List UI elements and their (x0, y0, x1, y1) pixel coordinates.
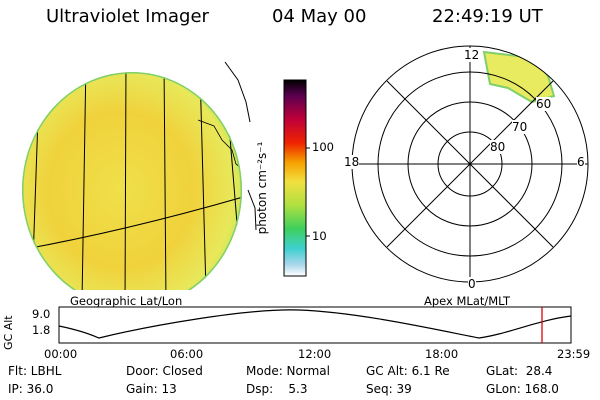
glat-info: GLat: 28.4 (486, 364, 553, 378)
mlat-label-70: 70 (512, 120, 528, 134)
date-label: 04 May 00 (272, 6, 367, 27)
colorbar: photon cm⁻²s⁻¹ (256, 79, 310, 277)
colorbar-unit: photon cm⁻²s⁻¹ (256, 141, 269, 234)
colorbar-gradient (283, 79, 307, 277)
altitude-plot (58, 306, 572, 344)
geographic-globe-image (22, 61, 257, 290)
altitude-axis-label: GC Alt (2, 315, 15, 350)
time-tick-1800: 18:00 (425, 347, 459, 361)
altitude-tick-high: 9.0 (32, 307, 51, 321)
time-tick-2359: 23:59 (557, 347, 591, 361)
instrument-title: Ultraviolet Imager (46, 6, 209, 27)
globe-caption: Geographic Lat/Lon (70, 294, 183, 308)
ip-info: IP: 36.0 (8, 382, 54, 396)
polar-plot (351, 45, 589, 283)
door-info: Door: Closed (126, 364, 203, 378)
seq-info: Seq: 39 (366, 382, 412, 396)
altitude-tick-low: 1.8 (32, 323, 51, 337)
mode-info: Mode: Normal (246, 364, 330, 378)
mlt-label-12: 12 (464, 48, 480, 62)
gc-alt-info: GC Alt: 6.1 Re (366, 364, 450, 378)
aurora-region (482, 50, 556, 104)
colorbar-tick-100: 100 (312, 140, 334, 154)
glon-info: GLon: 168.0 (486, 382, 559, 396)
altitude-plot-frame (58, 306, 572, 344)
time-tick-0000: 00:00 (44, 347, 78, 361)
mlt-label-6: 6 (577, 155, 585, 169)
mlat-label-80: 80 (490, 140, 506, 154)
time-tick-1200: 12:00 (298, 347, 332, 361)
colorbar-tick-10: 10 (312, 229, 327, 243)
mlt-label-0: 0 (468, 277, 476, 291)
mlt-label-18: 18 (344, 155, 360, 169)
gain-info: Gain: 13 (126, 382, 177, 396)
dsp-info: Dsp: 5.3 (246, 382, 308, 396)
time-label: 22:49:19 UT (432, 6, 543, 27)
filter-info: Flt: LBHL (8, 364, 62, 378)
time-tick-0600: 06:00 (170, 347, 204, 361)
altitude-curve (58, 309, 572, 339)
globe-disk (22, 72, 242, 290)
mlat-label-60: 60 (536, 97, 552, 111)
polar-caption: Apex MLat/MLT (424, 294, 511, 308)
